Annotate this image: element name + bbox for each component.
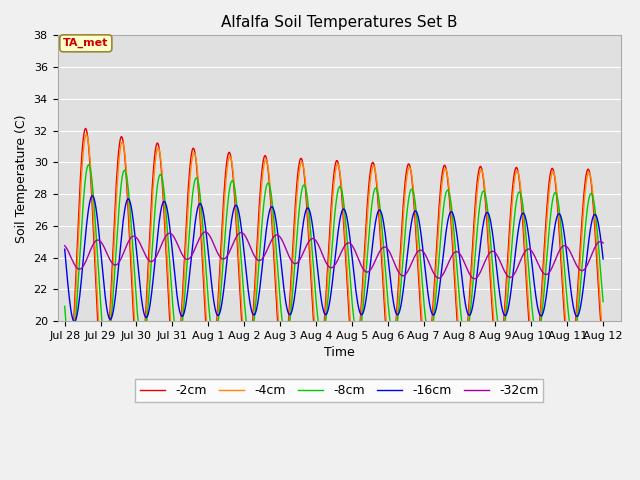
-16cm (599, 256, 607, 262)
-2cm (401, 184, 408, 190)
-4cm (417, 292, 424, 298)
-2cm (182, 224, 190, 230)
-16cm (401, 276, 408, 281)
-2cm (61, 372, 68, 377)
Line: -16cm: -16cm (65, 196, 603, 322)
-2cm (71, 289, 79, 295)
-8cm (211, 337, 218, 343)
-32cm (70, 262, 78, 267)
-16cm (88, 193, 96, 199)
-32cm (202, 229, 209, 235)
-4cm (211, 352, 218, 358)
-4cm (71, 303, 79, 309)
-2cm (127, 274, 135, 279)
-2cm (599, 346, 607, 352)
-8cm (85, 162, 93, 168)
-16cm (70, 319, 78, 324)
-4cm (61, 357, 68, 362)
-16cm (211, 302, 218, 308)
-4cm (83, 132, 90, 137)
-2cm (64, 389, 72, 395)
-16cm (71, 318, 79, 324)
-2cm (417, 306, 424, 312)
-2cm (211, 349, 218, 355)
-8cm (417, 257, 424, 263)
Legend: -2cm, -4cm, -8cm, -16cm, -32cm: -2cm, -4cm, -8cm, -16cm, -32cm (135, 379, 543, 402)
-32cm (180, 255, 188, 261)
Line: -4cm: -4cm (65, 134, 603, 385)
-16cm (417, 227, 424, 232)
-8cm (401, 235, 408, 240)
-8cm (61, 303, 68, 309)
Line: -8cm: -8cm (65, 165, 603, 354)
-16cm (127, 204, 135, 210)
-8cm (127, 224, 135, 229)
Line: -2cm: -2cm (65, 128, 603, 392)
-8cm (67, 351, 74, 357)
-32cm (470, 276, 478, 282)
-4cm (65, 383, 72, 388)
-32cm (61, 243, 68, 249)
Y-axis label: Soil Temperature (C): Soil Temperature (C) (15, 114, 28, 242)
-32cm (126, 236, 134, 242)
-8cm (599, 299, 607, 304)
Line: -32cm: -32cm (65, 232, 603, 279)
Title: Alfalfa Soil Temperatures Set B: Alfalfa Soil Temperatures Set B (221, 15, 458, 30)
-8cm (182, 276, 190, 281)
-16cm (61, 246, 68, 252)
X-axis label: Time: Time (324, 347, 355, 360)
-32cm (400, 273, 408, 278)
-2cm (82, 125, 90, 131)
-4cm (401, 196, 408, 202)
-32cm (210, 241, 218, 247)
-32cm (416, 247, 424, 253)
-4cm (599, 336, 607, 342)
-32cm (599, 240, 607, 246)
-4cm (127, 258, 135, 264)
-4cm (182, 240, 190, 245)
Text: TA_met: TA_met (63, 38, 109, 48)
-16cm (182, 300, 190, 306)
-8cm (71, 322, 79, 328)
